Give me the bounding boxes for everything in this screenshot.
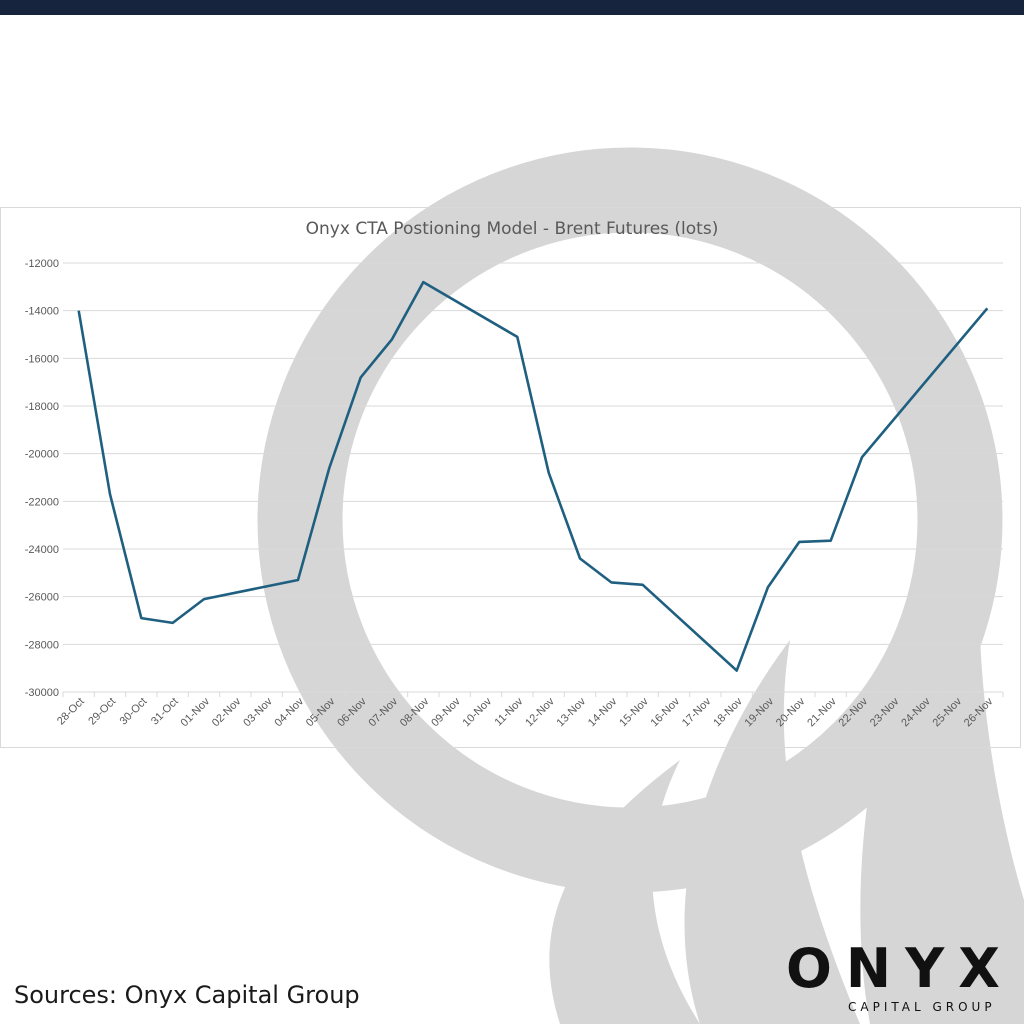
watermark-flame-middle <box>684 640 860 1024</box>
series-line <box>77 280 989 672</box>
x-tick-label: 16-Nov <box>649 695 683 729</box>
x-tick-label: 31-Oct <box>149 696 181 728</box>
x-tick-label: 03-Nov <box>241 695 275 729</box>
x-tick-label: 05-Nov <box>304 695 338 729</box>
logo-subtitle: CAPITAL GROUP <box>848 1000 996 1014</box>
x-tick-label: 13-Nov <box>555 695 589 729</box>
x-tick-label: 29-Oct <box>86 696 118 728</box>
y-tick-label: -14000 <box>25 306 59 318</box>
y-tick-label: -28000 <box>25 639 59 651</box>
x-tick-label: 14-Nov <box>586 695 620 729</box>
y-tick-label: -12000 <box>25 258 59 270</box>
y-tick-label: -18000 <box>25 401 59 413</box>
onyx-logo: ONYX CAPITAL GROUP <box>786 940 1011 1018</box>
x-tick-label: 21-Nov <box>805 695 839 729</box>
chart-frame <box>0 207 1021 748</box>
top-bar <box>0 0 1024 15</box>
chart-title: Onyx CTA Postioning Model - Brent Future… <box>305 219 719 239</box>
x-tick-label: 01-Nov <box>179 695 213 729</box>
x-tick-label: 12-Nov <box>523 695 557 729</box>
x-tick-label: 28-Oct <box>55 696 87 728</box>
x-tick-label: 11-Nov <box>492 695 525 728</box>
logo-wordmark: ONYX <box>786 937 1014 1000</box>
x-tick-label: 30-Oct <box>118 696 150 728</box>
sources-note: Sources: Onyx Capital Group <box>14 981 360 1009</box>
y-tick-label: -30000 <box>25 687 59 699</box>
x-tick-label: 04-Nov <box>273 695 307 729</box>
x-tick-label: 06-Nov <box>335 695 369 729</box>
x-tick-label: 24-Nov <box>899 695 933 729</box>
x-tick-label: 09-Nov <box>429 695 463 729</box>
x-tick-label: 10-Nov <box>461 695 495 729</box>
x-tick-label: 19-Nov <box>743 695 777 729</box>
x-tick-label: 23-Nov <box>868 695 902 729</box>
x-tick-label: 22-Nov <box>837 695 871 729</box>
x-tick-label: 15-Nov <box>617 695 651 729</box>
y-tick-label: -22000 <box>25 496 59 508</box>
x-tick-label: 07-Nov <box>367 695 401 729</box>
x-tick-label: 26-Nov <box>962 695 996 729</box>
x-tick-label: 20-Nov <box>774 695 808 729</box>
x-tick-label: 08-Nov <box>398 695 432 729</box>
watermark-flame-left <box>549 760 700 1024</box>
x-tick-label: 02-Nov <box>210 695 244 729</box>
y-tick-label: -16000 <box>25 353 59 365</box>
x-tick-label: 25-Nov <box>931 695 965 729</box>
x-tick-label: 17-Nov <box>680 695 714 729</box>
y-tick-label: -26000 <box>25 592 59 604</box>
chart-plot: -12000 -14000 -16000 -18000 -20000 -22000 -240… <box>25 258 1004 729</box>
x-tick-label: 18-Nov <box>711 695 745 729</box>
y-tick-label: -24000 <box>25 544 59 556</box>
y-tick-label: -20000 <box>25 449 59 461</box>
